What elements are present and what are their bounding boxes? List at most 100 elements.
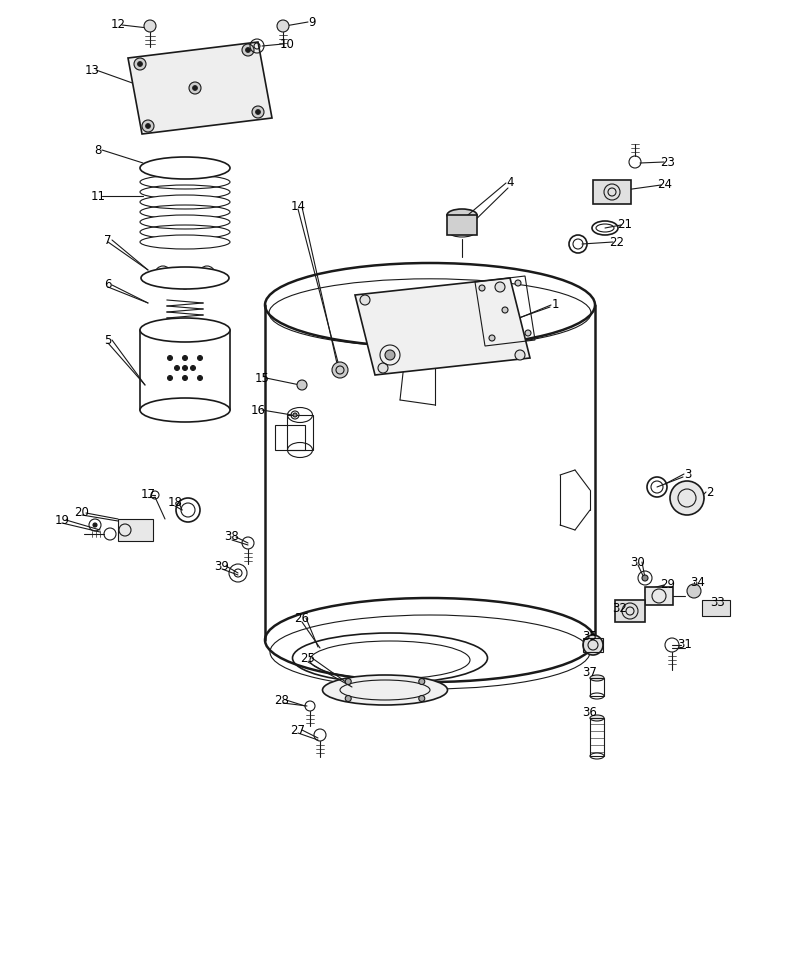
Text: 13: 13	[84, 63, 100, 77]
Text: 24: 24	[657, 178, 673, 192]
Ellipse shape	[140, 398, 230, 422]
Circle shape	[502, 307, 508, 313]
Polygon shape	[128, 42, 272, 134]
Text: 29: 29	[661, 579, 676, 592]
Text: 34: 34	[691, 575, 705, 589]
Bar	[287, 415, 313, 450]
Text: 25: 25	[301, 652, 315, 665]
Circle shape	[197, 376, 202, 380]
Circle shape	[93, 523, 97, 527]
Ellipse shape	[140, 157, 230, 179]
Text: 38: 38	[224, 530, 240, 544]
Circle shape	[245, 48, 251, 53]
Circle shape	[479, 285, 485, 291]
Text: 8: 8	[94, 143, 102, 157]
Circle shape	[489, 335, 495, 341]
Text: 6: 6	[104, 278, 111, 292]
Text: 31: 31	[677, 638, 693, 652]
Text: 37: 37	[583, 667, 598, 679]
Circle shape	[419, 678, 425, 685]
Polygon shape	[355, 278, 530, 375]
Text: 22: 22	[610, 235, 625, 248]
Text: 1: 1	[552, 299, 559, 311]
Text: 30: 30	[630, 556, 646, 568]
Text: 7: 7	[104, 234, 111, 246]
Circle shape	[144, 20, 156, 32]
Text: 23: 23	[661, 156, 676, 168]
Bar	[590, 678, 604, 696]
Text: 11: 11	[91, 190, 106, 202]
Text: 19: 19	[54, 514, 69, 526]
Ellipse shape	[447, 209, 477, 221]
Bar	[702, 600, 730, 616]
Bar	[593, 180, 631, 204]
Circle shape	[345, 696, 351, 702]
Text: 35: 35	[583, 630, 597, 642]
Circle shape	[197, 355, 202, 361]
Bar	[583, 638, 603, 652]
Ellipse shape	[141, 267, 229, 289]
Circle shape	[642, 575, 648, 581]
Ellipse shape	[140, 318, 230, 342]
Text: 17: 17	[141, 488, 155, 501]
Ellipse shape	[140, 235, 230, 249]
Text: 28: 28	[275, 694, 290, 706]
Bar	[447, 215, 477, 235]
Text: 9: 9	[308, 16, 316, 28]
Circle shape	[146, 124, 150, 128]
Circle shape	[193, 86, 197, 90]
Circle shape	[167, 355, 173, 361]
Text: 12: 12	[111, 18, 126, 31]
Text: 10: 10	[279, 38, 295, 51]
Circle shape	[190, 366, 196, 371]
Circle shape	[242, 44, 254, 56]
Text: 4: 4	[506, 176, 513, 190]
Circle shape	[138, 61, 142, 66]
Circle shape	[256, 110, 260, 115]
Circle shape	[189, 82, 201, 94]
Circle shape	[182, 355, 188, 361]
Text: 27: 27	[291, 724, 306, 737]
Circle shape	[360, 295, 370, 305]
Text: 15: 15	[255, 372, 269, 384]
Text: 36: 36	[583, 706, 598, 719]
Text: 16: 16	[251, 404, 266, 416]
Text: 18: 18	[168, 496, 182, 510]
Text: 39: 39	[215, 559, 229, 572]
Text: 26: 26	[295, 611, 310, 625]
Circle shape	[182, 376, 188, 380]
Circle shape	[687, 584, 701, 598]
Circle shape	[142, 120, 154, 132]
Circle shape	[419, 696, 425, 702]
Circle shape	[670, 481, 704, 515]
Text: 33: 33	[711, 596, 725, 609]
Circle shape	[515, 280, 521, 286]
Bar	[275, 425, 305, 450]
Bar	[645, 587, 673, 605]
Circle shape	[345, 678, 351, 685]
Text: 21: 21	[618, 219, 633, 232]
Text: 14: 14	[291, 200, 306, 213]
Text: 2: 2	[706, 486, 714, 498]
Circle shape	[182, 366, 188, 371]
Circle shape	[385, 350, 395, 360]
Circle shape	[525, 330, 531, 336]
Circle shape	[167, 376, 173, 380]
Ellipse shape	[590, 715, 604, 721]
Bar	[590, 718, 604, 756]
Circle shape	[495, 282, 505, 292]
Text: 5: 5	[104, 334, 111, 346]
Ellipse shape	[590, 675, 604, 681]
Bar	[118, 519, 153, 541]
Ellipse shape	[140, 195, 230, 209]
Ellipse shape	[322, 675, 447, 705]
Text: 3: 3	[685, 467, 692, 481]
Ellipse shape	[140, 215, 230, 229]
Circle shape	[277, 20, 289, 32]
Text: 32: 32	[613, 601, 627, 615]
Text: 20: 20	[75, 507, 89, 520]
Circle shape	[583, 635, 603, 655]
Ellipse shape	[140, 175, 230, 189]
Circle shape	[378, 363, 388, 373]
Circle shape	[134, 58, 146, 70]
